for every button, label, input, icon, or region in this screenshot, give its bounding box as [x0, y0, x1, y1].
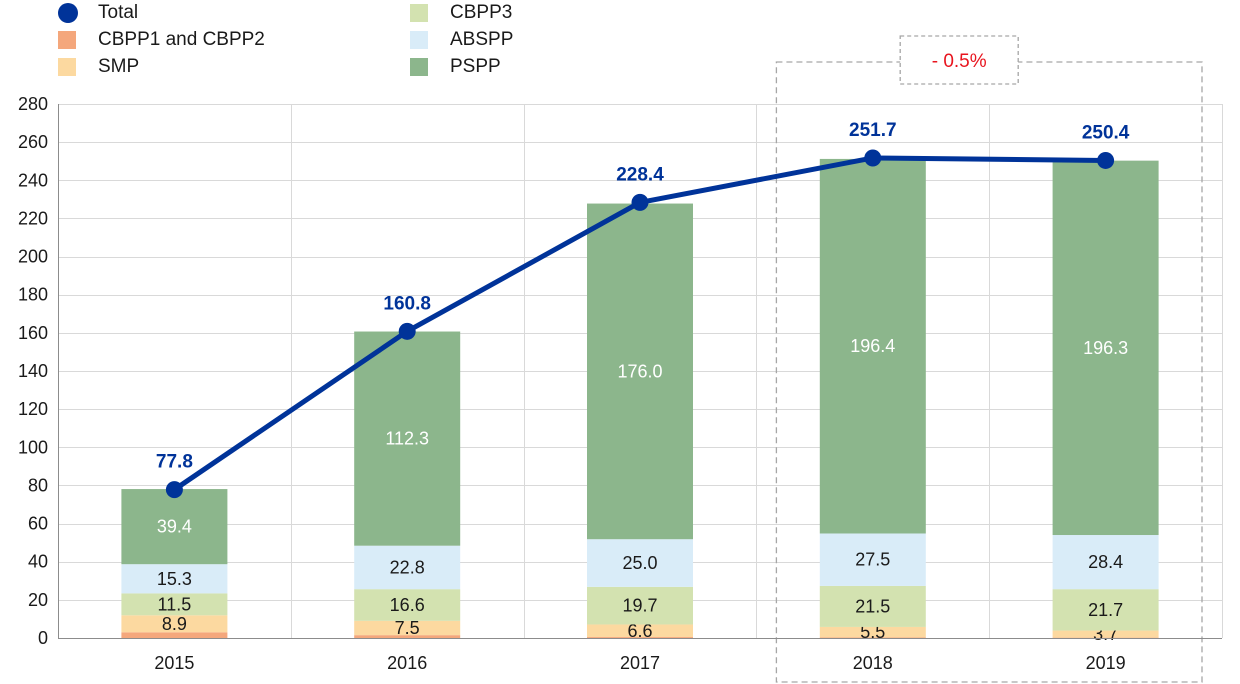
- total-point-2017: [631, 193, 649, 211]
- bar-cbpp1-and-cbpp2-2015: [121, 632, 228, 638]
- bar-abspp-2019: [1052, 535, 1159, 590]
- data-label: 11.5: [158, 594, 192, 614]
- legend-swatch-cbpp12: [58, 31, 76, 49]
- annotation-box: - 0.5%: [775, 35, 1203, 683]
- x-tick-label: 2017: [620, 653, 660, 673]
- data-label: 25.0: [622, 553, 657, 573]
- annotation-text: - 0.5%: [932, 51, 987, 72]
- bar-cbpp3-2017: [587, 586, 693, 625]
- legend-label-smp: SMP: [98, 56, 140, 77]
- data-label: 6.6: [627, 621, 652, 641]
- legend-label-pspp: PSPP: [450, 56, 501, 77]
- bar-cbpp3-2016: [354, 589, 461, 621]
- data-label: 21.7: [1088, 600, 1123, 620]
- total-label: 77.8: [156, 452, 193, 473]
- bar-abspp-2015: [121, 564, 228, 594]
- bar-smp-2015: [121, 615, 228, 633]
- data-label: 16.6: [390, 595, 425, 615]
- legend-item-pspp: PSPP: [410, 55, 501, 79]
- legend-swatch-cbpp3: [410, 4, 428, 22]
- y-tick-label: 220: [18, 208, 48, 228]
- total-point-2016: [398, 322, 416, 340]
- total-label: 160.8: [383, 293, 431, 314]
- y-tick-label: 120: [18, 399, 48, 419]
- legend-item-abspp: ABSPP: [410, 28, 513, 52]
- axes: 0 20 40 60 80 100 120 140 160 180 200 220 240 260 280 2…: [18, 94, 1222, 673]
- y-tick-label: 260: [18, 132, 48, 152]
- data-label: 8.9: [162, 614, 187, 634]
- y-tick-label: 20: [28, 590, 48, 610]
- y-tick-label: 80: [28, 475, 48, 495]
- total-point-2015: [165, 481, 183, 499]
- data-label: 19.7: [622, 596, 657, 616]
- legend: Total CBPP1 and CBPP2 SMP CBPP3 ABSPP PS…: [0, 0, 1240, 90]
- legend-label-abspp: ABSPP: [450, 29, 514, 50]
- legend-item-cbpp3: CBPP3: [410, 1, 512, 25]
- total-point-2019: [1097, 151, 1115, 169]
- bar-cbpp1-and-cbpp2-2016: [354, 635, 461, 638]
- legend-label-cbpp3: CBPP3: [450, 2, 513, 23]
- data-label: 112.3: [385, 429, 429, 449]
- y-tick-label: 180: [18, 285, 48, 305]
- data-label: 27.5: [855, 550, 890, 570]
- legend-swatch-abspp: [410, 31, 428, 49]
- data-label: 176.0: [617, 361, 662, 381]
- x-tick-label: 2015: [154, 653, 194, 673]
- y-tick-label: 40: [28, 552, 48, 572]
- bar-abspp-2017: [587, 539, 693, 587]
- legend-swatch-pspp: [410, 58, 428, 76]
- bar-pspp-2018: [819, 158, 926, 534]
- bar-pspp-2015: [121, 489, 228, 565]
- data-label: 196.3: [1083, 338, 1128, 358]
- bar-cbpp3-2019: [1052, 589, 1159, 631]
- bar-abspp-2018: [819, 533, 926, 586]
- data-label: 7.5: [395, 618, 420, 638]
- bar-abspp-2016: [354, 545, 461, 590]
- total-label: 228.4: [616, 164, 664, 185]
- total-label: 251.7: [849, 120, 897, 141]
- legend-item-cbpp12: CBPP1 and CBPP2: [58, 28, 265, 52]
- total-line: 77.8 160.8 228.4 251.7 250.4: [156, 120, 1130, 499]
- y-tick-label: 200: [18, 247, 48, 267]
- bar-pspp-2016: [354, 331, 461, 546]
- legend-swatch-total: [58, 3, 78, 23]
- data-label: 15.3: [157, 569, 192, 589]
- data-label: 22.8: [390, 557, 425, 577]
- y-tick-label: 280: [18, 94, 48, 114]
- data-label: 28.4: [1088, 552, 1123, 572]
- x-tick-label: 2018: [853, 653, 893, 673]
- total-label: 250.4: [1082, 122, 1130, 143]
- x-tick-label: 2019: [1086, 653, 1126, 673]
- bar-pspp-2019: [1052, 160, 1159, 536]
- y-tick-label: 0: [38, 628, 48, 648]
- legend-label-total: Total: [98, 2, 139, 23]
- bar-smp-2019: [1052, 630, 1159, 638]
- bar-smp-2018: [819, 626, 926, 638]
- legend-item-total: Total: [58, 1, 138, 25]
- total-point-2018: [864, 149, 882, 167]
- legend-swatch-smp: [58, 58, 76, 76]
- bar-pspp-2017: [587, 203, 693, 540]
- y-tick-label: 100: [18, 437, 48, 457]
- y-tick-label: 240: [18, 170, 48, 190]
- bar-smp-2016: [354, 620, 461, 636]
- data-label: 5.5: [860, 622, 885, 642]
- bars: 8.911.5 15.3 39.4 7.5 16.6 22.8 112.3 6.6 19.7 25…: [121, 158, 1159, 644]
- data-label: 21.5: [855, 596, 890, 616]
- y-tick-label: 160: [18, 323, 48, 343]
- data-label: 196.4: [850, 336, 895, 356]
- y-tick-label: 140: [18, 361, 48, 381]
- data-label: 39.4: [157, 517, 192, 537]
- bar-cbpp3-2018: [819, 585, 926, 627]
- y-tick-label: 60: [28, 514, 48, 534]
- bar-cbpp3-2015: [121, 593, 228, 616]
- legend-label-cbpp12: CBPP1 and CBPP2: [98, 29, 265, 50]
- legend-item-smp: SMP: [58, 55, 139, 79]
- x-tick-label: 2016: [387, 653, 427, 673]
- bar-cbpp1-and-cbpp2-2018: [819, 637, 926, 638]
- bar-cbpp1-and-cbpp2-2017: [587, 637, 693, 638]
- bar-smp-2017: [587, 624, 693, 638]
- annotation-label-box: [899, 35, 1019, 85]
